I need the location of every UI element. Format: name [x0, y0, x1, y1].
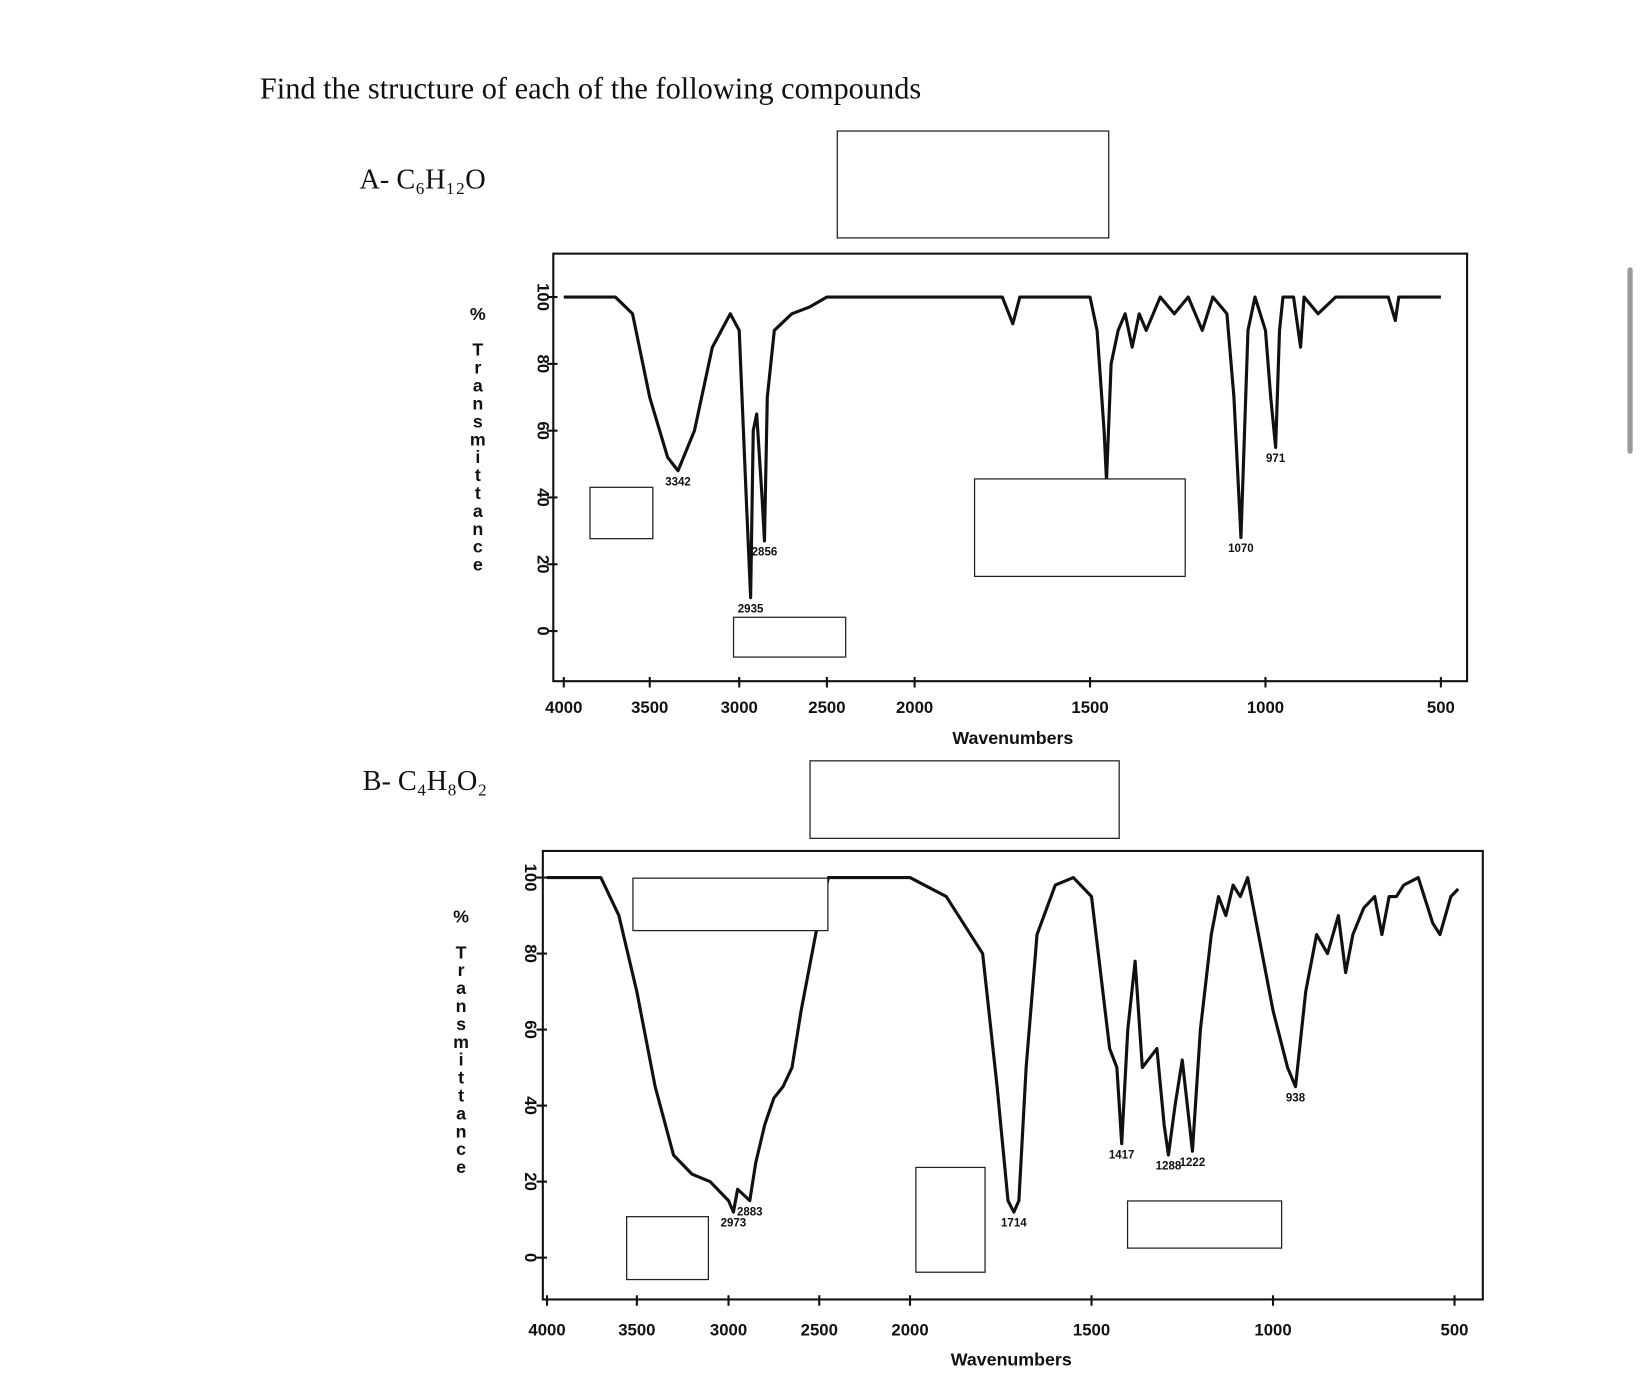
answer-box — [626, 1216, 710, 1281]
spectrum: A- C₆H₁₂O % Transmittance Wavenumbers 0 20 40… — [359, 165, 1469, 748]
y-tick-label: 80 — [533, 355, 552, 374]
x-tick-label: 1000 — [1254, 1320, 1291, 1339]
answer-box — [732, 616, 847, 658]
answer-box — [1126, 1200, 1283, 1249]
x-tick-label: 1000 — [1247, 698, 1284, 717]
x-tick-label: 500 — [1441, 1320, 1469, 1339]
x-tick-label: 3000 — [721, 698, 758, 717]
y-tick-label: 100 — [521, 864, 540, 892]
peak-label: 1222 — [1180, 1157, 1206, 1169]
peak-label: 1417 — [1109, 1149, 1135, 1161]
x-tick-label: 4000 — [528, 1320, 565, 1339]
x-tick-label: 2500 — [808, 698, 845, 717]
peak-label: 1714 — [1001, 1218, 1027, 1230]
y-axis-label: % Transmittance — [468, 304, 488, 573]
x-tick-label: 1500 — [1071, 698, 1108, 717]
y-tick-label: 20 — [521, 1172, 540, 1191]
answer-boxes — [589, 130, 1283, 1281]
answer-box — [915, 1166, 986, 1273]
charts: A- C₆H₁₂O % Transmittance Wavenumbers 0 20 40… — [359, 165, 1484, 1369]
y-tick-label: 60 — [521, 1020, 540, 1039]
y-tick-label: 60 — [533, 421, 552, 440]
peak-label: 2973 — [721, 1218, 747, 1230]
answer-box — [809, 760, 1120, 840]
x-axis-label: Wavenumbers — [951, 1349, 1072, 1369]
x-tick-label: 500 — [1427, 698, 1455, 717]
y-tick-label: 0 — [521, 1253, 540, 1262]
answer-box — [632, 877, 829, 932]
x-tick-label: 3500 — [631, 698, 668, 717]
y-tick-label: 40 — [521, 1096, 540, 1115]
x-tick-label: 1500 — [1073, 1320, 1110, 1339]
peak-label: 2935 — [738, 603, 764, 615]
x-tick-label: 2500 — [801, 1320, 838, 1339]
y-tick-label: 80 — [521, 944, 540, 963]
spectrum-line — [547, 875, 1460, 1214]
y-tick-label: 0 — [533, 626, 552, 635]
y-tick-label: 40 — [533, 488, 552, 507]
peak-label: 3342 — [665, 476, 691, 488]
x-tick-label: 2000 — [896, 698, 933, 717]
peak-label: 1288 — [1156, 1161, 1182, 1173]
x-tick-label: 2000 — [891, 1320, 928, 1339]
peak-label: 971 — [1266, 453, 1286, 465]
answer-box — [589, 486, 654, 540]
x-tick-label: 3000 — [710, 1320, 747, 1339]
spectrum: B- C₄H₈O₂ % Transmittance Wavenumbers 0 20 40… — [363, 766, 1484, 1369]
y-axis-label: % Transmittance — [451, 906, 471, 1175]
scrollbar — [1627, 267, 1633, 454]
answer-box — [973, 478, 1186, 578]
y-tick-label: 20 — [533, 555, 552, 574]
plot-frame — [541, 849, 1484, 1301]
peak-label: 938 — [1286, 1092, 1306, 1104]
compound-heading: A- C₆H₁₂O — [359, 165, 485, 196]
answer-box — [836, 130, 1110, 239]
x-axis-label: Wavenumbers — [952, 728, 1073, 748]
compound-heading: B- C₄H₈O₂ — [363, 766, 488, 797]
question: Find the structure of each of the follow… — [260, 72, 921, 106]
x-tick-label: 3500 — [618, 1320, 655, 1339]
peak-label: 1070 — [1228, 543, 1254, 555]
peak-label: 2856 — [752, 547, 778, 559]
plot-frame — [552, 252, 1469, 683]
y-tick-label: 100 — [533, 283, 552, 311]
spectrum-line — [563, 295, 1441, 600]
peak-label: 2883 — [737, 1206, 763, 1218]
x-tick-label: 4000 — [545, 698, 582, 717]
